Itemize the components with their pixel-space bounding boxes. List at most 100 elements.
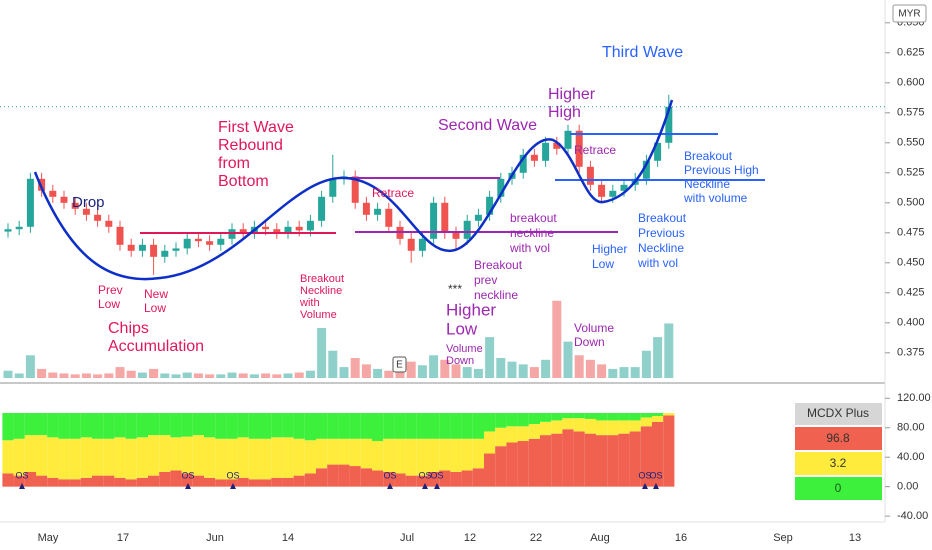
x-tick-label: 17 [117,532,129,544]
mcdx-segment [573,431,585,487]
mcdx-segment [282,477,294,487]
mcdx-segment [327,413,339,439]
candle-body [665,106,673,143]
volume-bar [37,368,47,378]
os-arrow [19,483,25,489]
mcdx-segment [629,431,641,487]
mcdx-segment [148,413,160,436]
volume-bar [3,370,13,378]
x-tick-label: Aug [590,532,610,544]
mcdx-segment [517,413,529,427]
mcdx-segment [192,413,204,436]
mcdx-segment [136,437,148,478]
mcdx-segment [360,438,372,469]
mcdx-segment [372,470,384,487]
os-arrow [642,483,648,489]
mcdx-segment [528,424,540,439]
annotation: Bottom [218,173,269,190]
mcdx-segment [248,438,260,480]
mcdx-segment [629,413,641,421]
os-label: OS [418,470,431,480]
volume-bar [597,364,607,378]
candle-body [26,178,34,227]
mcdx-segment [24,471,36,487]
mcdx-segment [103,438,115,476]
mcdx-segment [92,438,104,476]
mcdx-segment [416,438,428,476]
mcdx-segment [114,437,126,478]
mcdx-segment [573,413,585,419]
annotation: Higher [446,300,496,319]
x-tick-label: 16 [675,532,687,544]
mcdx-segment [416,475,428,487]
mcdx-segment [237,437,249,478]
candle-body [497,178,505,197]
legend-value: 0 [835,481,842,495]
mcdx-segment [36,413,48,436]
mcdx-segment [304,413,316,441]
annotation: Neckline [684,177,730,191]
volume-bar [339,367,349,378]
annotation: Prev [98,283,123,297]
mcdx-segment [607,420,619,436]
annotation: Breakout [474,258,523,272]
volume-bar [473,368,483,378]
mcdx-segment [69,479,81,487]
mcdx-segment [450,413,462,439]
mcdx-segment [372,441,384,471]
mcdx-segment [349,438,361,467]
mcdx-segment [316,438,328,469]
mcdx-segment [215,413,227,439]
mcdx-segment [13,413,25,439]
mcdx-segment [495,427,507,447]
volume-bar [630,367,640,378]
mcdx-segment [584,433,596,487]
mcdx-segment [271,477,283,487]
volume-bar [496,358,506,378]
mcdx-segment [551,433,563,487]
volume-bar [395,367,405,378]
mcdx-segment [125,413,137,439]
annotation: High [548,104,581,121]
candle-body [116,226,124,245]
volume-bar [653,337,663,378]
mcdx-segment [47,437,59,478]
mcdx-segment [562,429,574,487]
volume-bar [48,372,58,378]
mcdx-segment [47,477,59,487]
mcdx-segment [540,413,552,422]
os-arrow [185,483,191,489]
annotation: Volume [574,321,614,335]
volume-bar [563,341,573,378]
mcdx-segment [24,413,36,436]
y-tick-label: 40.00 [897,451,925,463]
os-label: OS [638,470,651,480]
annotation: Chips [108,320,149,337]
mcdx-segment [125,479,137,487]
legend-title: MCDX Plus [807,406,869,420]
volume-bar [641,350,651,378]
mcdx-segment [495,446,507,487]
mcdx-segment [405,475,417,487]
mcdx-segment [584,418,596,434]
mcdx-segment [461,470,473,487]
annotation: breakout [510,211,557,225]
mcdx-segment [260,438,272,480]
mcdx-segment [428,438,440,472]
mcdx-segment [114,413,126,438]
volume-bar [249,374,259,378]
annotation: neckline [474,288,518,302]
mcdx-segment [136,477,148,487]
candle-body [318,196,326,221]
volume-bar [104,373,114,378]
candle-body [239,229,247,233]
volume-bar [14,373,24,378]
annotation: Retrace [372,186,414,200]
x-tick-label: May [38,532,59,544]
candle-body [206,241,214,245]
candle-body [306,220,314,231]
candle-body [49,190,57,197]
annotation: Breakout [300,273,344,285]
candle-body [138,244,146,251]
